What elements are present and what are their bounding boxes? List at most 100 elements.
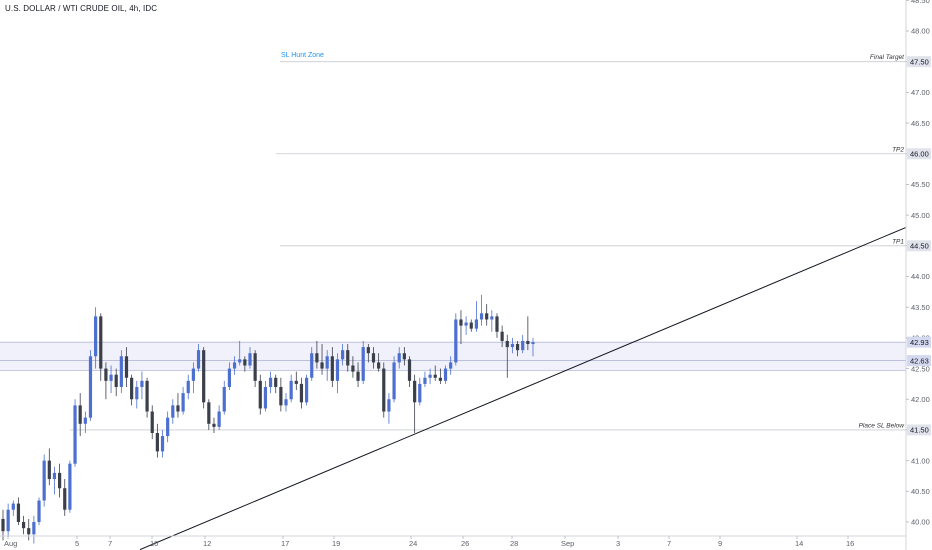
- candle: [135, 380, 139, 409]
- candle: [78, 393, 82, 437]
- candle: [109, 365, 113, 394]
- candle: [145, 377, 149, 418]
- candle: [438, 368, 442, 384]
- candle: [130, 374, 134, 406]
- candle: [63, 479, 67, 516]
- candle: [320, 344, 324, 375]
- candle: [99, 313, 103, 381]
- candle: [58, 463, 62, 498]
- x-tick-label: Sep: [561, 539, 574, 548]
- candle: [459, 310, 463, 345]
- candle: [52, 466, 57, 495]
- candle: [155, 423, 159, 458]
- candle: [454, 313, 458, 366]
- candle: [217, 405, 221, 430]
- x-tick-label: 12: [203, 539, 211, 548]
- level-label-1: TP2: [892, 146, 904, 153]
- candle: [387, 393, 391, 424]
- candle: [325, 350, 329, 381]
- candle: [315, 340, 319, 369]
- candle: [47, 448, 51, 486]
- candle: [104, 362, 108, 400]
- candle: [289, 374, 293, 403]
- level-price-box: [907, 56, 931, 68]
- candle: [68, 460, 72, 513]
- sl-hunt-zone-label: SL Hunt Zone: [281, 52, 324, 59]
- candle: [449, 356, 453, 375]
- candle: [279, 377, 283, 412]
- y-tick-label: 46.50: [911, 119, 930, 128]
- candle: [495, 313, 499, 338]
- candle: [310, 347, 314, 381]
- x-tick-label: Aug: [4, 539, 17, 548]
- candle: [227, 362, 232, 391]
- candle: [73, 399, 77, 467]
- y-tick-label: 40.00: [911, 518, 930, 527]
- candle: [150, 405, 154, 440]
- candle: [510, 337, 515, 354]
- candle: [176, 393, 180, 418]
- candle: [94, 307, 98, 369]
- level-price-box: [907, 240, 931, 252]
- candle: [171, 399, 175, 424]
- candle: [181, 386, 185, 415]
- y-tick-label: 48.50: [911, 0, 930, 5]
- x-tick-label: 26: [461, 539, 469, 548]
- candle: [11, 500, 15, 516]
- candle: [243, 356, 247, 372]
- candle: [166, 411, 170, 443]
- candle: [42, 454, 46, 507]
- candle: [521, 334, 525, 354]
- candle: [485, 304, 489, 326]
- candle: [32, 515, 36, 544]
- candle: [191, 362, 195, 394]
- candle: [119, 350, 123, 394]
- x-tick-label: 17: [281, 539, 289, 548]
- candle: [196, 344, 201, 372]
- trendline: [139, 226, 907, 550]
- level-price-text: 44.50: [910, 242, 929, 251]
- candle: [284, 393, 288, 412]
- candle: [474, 301, 478, 332]
- level-price-box: [907, 148, 931, 160]
- candle: [186, 374, 190, 400]
- y-tick-label: 47.00: [911, 88, 930, 97]
- candle: [515, 340, 520, 357]
- candle: [21, 515, 26, 535]
- candle: [469, 319, 473, 332]
- candle: [299, 377, 304, 409]
- candle: [531, 337, 535, 357]
- candle: [433, 365, 437, 381]
- candle: [392, 356, 396, 403]
- candle: [27, 518, 31, 541]
- y-tick-label: 42.50: [911, 364, 930, 373]
- candle: [443, 365, 448, 384]
- candle: [418, 377, 422, 406]
- candle: [88, 350, 93, 421]
- x-tick-label: 7: [667, 539, 671, 548]
- candle: [356, 362, 360, 387]
- candle: [464, 316, 468, 335]
- candle: [222, 380, 226, 415]
- candle: [351, 356, 355, 378]
- candle: [428, 368, 432, 384]
- y-tick-label: 44.00: [911, 272, 930, 281]
- candle: [16, 497, 21, 526]
- candle: [423, 371, 427, 387]
- current-price-box: [907, 355, 931, 367]
- x-tick-label: 7: [108, 539, 112, 548]
- candle: [6, 503, 10, 538]
- candle: [500, 325, 504, 348]
- candle: [258, 374, 262, 415]
- candle: [253, 350, 257, 387]
- level-label-2: TP1: [892, 238, 904, 245]
- candle: [490, 310, 494, 332]
- x-tick-label: 3: [616, 539, 620, 548]
- level-label-0: Final Target: [870, 54, 905, 61]
- level-price-text: 46.00: [910, 149, 929, 158]
- x-tick-label: 9: [718, 539, 722, 548]
- current-price-text: 42.93: [910, 338, 929, 347]
- level-price-box: [907, 424, 931, 436]
